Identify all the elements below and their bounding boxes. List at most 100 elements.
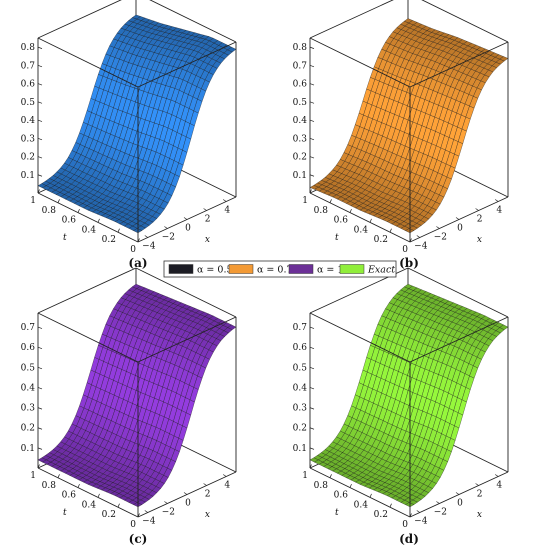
z-tick-label: 0.7 [21,323,36,333]
z-tick-mark [37,407,43,410]
z-tick-mark [37,447,43,450]
z-tick-mark [37,83,43,86]
x-axis-ticks: −4 −2 0 2 4 [414,199,502,252]
x-axis-ticks: −4 −2 0 2 4 [414,474,502,527]
x-tick-mark [183,217,188,220]
z-tick-label: 0.1 [293,171,307,181]
t-tick-label: 0.2 [374,510,388,520]
t-tick-mark [349,483,352,488]
z-tick-mark [37,46,43,49]
box-edge-left-bottom [309,192,411,243]
z-tick-label: 0.5 [21,98,36,108]
z-tick-mark [309,83,315,86]
t-axis-label: t [63,508,67,518]
z-tick-label: 0.5 [21,363,36,373]
t-tick-mark [369,493,372,498]
z-tick-mark [309,326,315,329]
z-tick-label: 0.4 [21,383,36,393]
t-tick-mark [137,238,140,243]
t-tick-label: 0.6 [334,216,349,226]
z-tick-mark [37,101,43,104]
t-tick-label: 1 [302,471,308,481]
z-axis-ticks: 0.1 0.2 0.3 0.4 0.5 0.6 0.7 [21,323,43,454]
x-tick-label: −2 [162,508,175,518]
x-tick-mark [164,501,168,504]
x-tick-label: 4 [496,206,502,216]
x-tick-mark [144,235,148,238]
t-tick-label: 0.2 [102,235,116,245]
surface-mesh [309,18,509,234]
surface-mesh [37,283,237,508]
x-tick-mark [455,492,460,495]
t-tick-label: 0.8 [42,481,57,491]
z-tick-mark [37,387,43,390]
z-tick-mark [37,326,43,329]
t-tick-mark [389,503,392,508]
legend-frame [163,260,397,278]
t-tick-label: 0.8 [314,481,329,491]
t-tick-mark [329,199,332,203]
t-tick-mark [309,189,312,194]
box-edge-top-left [37,37,139,88]
z-tick-label: 0.3 [293,134,308,144]
t-tick-mark [57,474,60,478]
legend-swatch-exact [339,264,365,274]
x-tick-label: 0 [185,224,191,234]
z-tick-mark [37,137,43,141]
z-tick-label: 0.2 [21,153,35,163]
x-tick-label: −4 [142,517,156,527]
x-axis-ticks: −4 −2 0 2 4 [142,199,230,252]
z-tick-mark [37,346,43,350]
t-tick-label: 1 [30,471,36,481]
z-axis-ticks: 0.1 0.2 0.3 0.4 0.5 0.6 0.7 [293,323,315,454]
z-axis-ticks: 0.1 0.2 0.3 0.4 0.5 0.6 0.7 0.8 [21,43,43,181]
x-axis-label: x [477,510,482,520]
z-tick-mark [37,367,43,370]
t-tick-label: 0.4 [354,500,369,510]
z-tick-mark [309,407,315,410]
t-tick-mark [37,189,40,194]
box-edge-left-bottom [37,467,139,518]
z-tick-mark [309,101,315,104]
x-tick-mark [475,483,479,486]
t-tick-label: 0 [130,245,136,255]
box-edge-top-right [407,267,509,318]
box-edge-top-left [309,312,411,363]
x-tick-label: −2 [434,233,447,243]
t-tick-mark [117,228,120,233]
legend-swatch-alpha-05 [168,264,194,274]
x-tick-label: 2 [205,215,211,225]
x-tick-mark [495,199,499,202]
t-tick-mark [409,238,412,243]
t-tick-label: 0.4 [354,225,369,235]
z-tick-label: 0.2 [293,424,307,434]
t-tick-label: 0.8 [314,206,329,216]
caption-c: (c) [129,532,148,546]
x-tick-mark [495,474,499,477]
t-axis-ticks: 1 0.8 0.6 0.4 0.2 0 [30,189,140,255]
x-tick-mark [455,217,460,220]
t-tick-mark [369,218,372,223]
box-edge-top-left [309,37,411,88]
t-axis-ticks: 1 0.8 0.6 0.4 0.2 0 [302,189,412,255]
axes-box-front [37,267,237,518]
x-tick-mark [475,208,479,211]
z-tick-mark [309,427,315,430]
surface-panel-3: 0.1 0.2 0.3 0.4 0.5 0.6 0.7 1 0.8 0.6 0.4 0.2 0 t −4 −2… [21,267,237,530]
axes-box-front [309,267,509,518]
x-tick-mark [436,226,440,229]
t-tick-label: 0.8 [42,206,57,216]
z-tick-label: 0.2 [21,424,35,434]
x-tick-mark [183,492,188,495]
z-tick-label: 0.3 [21,404,36,414]
t-tick-mark [117,503,120,508]
box-edge-top-right [421,0,509,43]
t-axis-label: t [63,233,67,243]
x-tick-mark [203,208,207,211]
z-tick-mark [37,65,43,68]
t-tick-mark [77,208,80,213]
box-edge-top-front [409,316,509,363]
z-tick-label: 0.4 [21,116,36,126]
z-tick-label: 0.4 [293,383,308,393]
